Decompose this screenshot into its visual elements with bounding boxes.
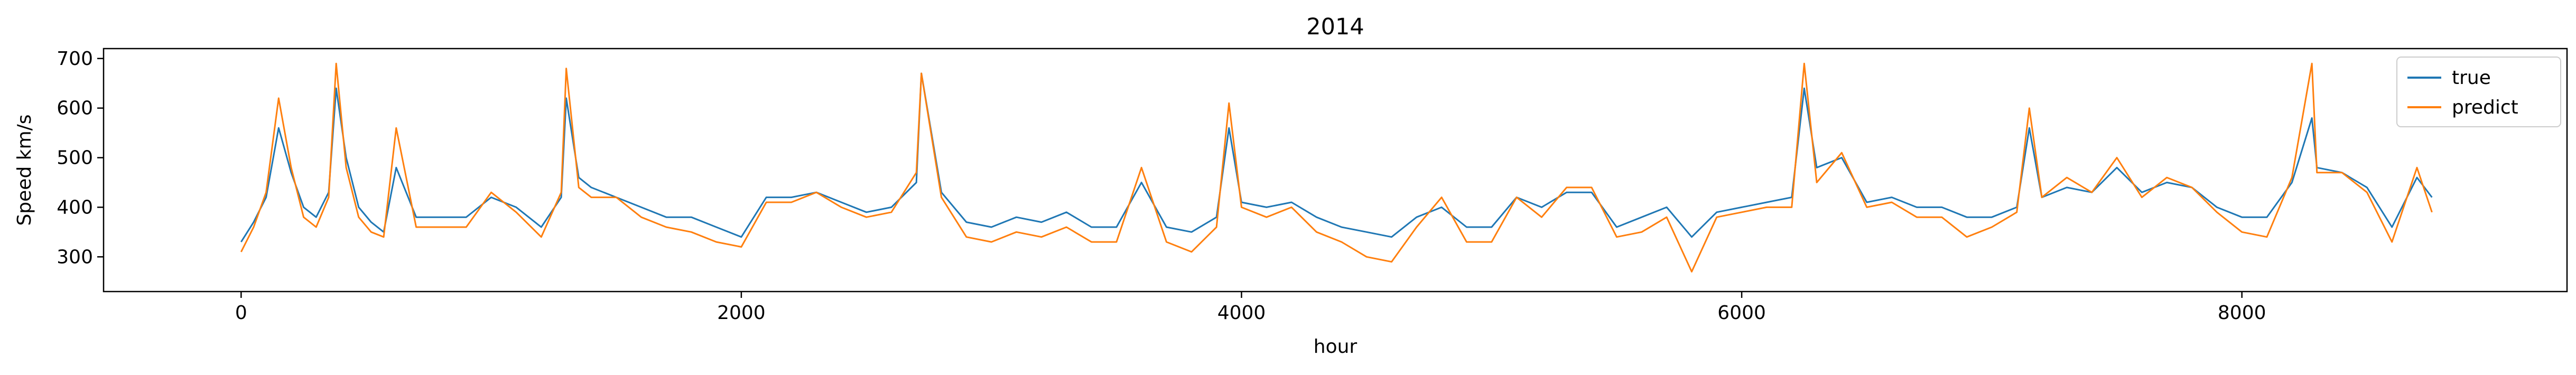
chart-title: 2014 [1306, 14, 1364, 40]
legend-label-true: true [2452, 67, 2491, 89]
y-tick-label: 300 [57, 246, 93, 268]
series-line-predict [240, 62, 2433, 273]
y-axis-ticks: 300 400 500 600 700 [57, 48, 104, 268]
legend: true predict [2396, 57, 2561, 127]
x-tick-label: 8000 [2218, 302, 2266, 324]
series-layer [240, 62, 2433, 273]
plot-area [103, 48, 2568, 293]
legend-frame [2396, 57, 2561, 127]
y-tick-label: 400 [57, 196, 93, 218]
x-axis-ticks: 0 2000 4000 6000 8000 [235, 292, 2266, 324]
x-tick-label: 0 [235, 302, 247, 324]
y-tick-label: 500 [57, 147, 93, 169]
y-tick-label: 700 [57, 48, 93, 70]
legend-label-predict: predict [2452, 97, 2518, 118]
x-tick-label: 2000 [717, 302, 766, 324]
x-axis-label: hour [1314, 336, 1357, 358]
x-tick-label: 6000 [1717, 302, 1766, 324]
y-tick-label: 600 [57, 98, 93, 119]
y-axis-label: Speed km/s [14, 114, 35, 226]
axes-frame [103, 48, 2568, 293]
x-tick-label: 4000 [1217, 302, 1266, 324]
